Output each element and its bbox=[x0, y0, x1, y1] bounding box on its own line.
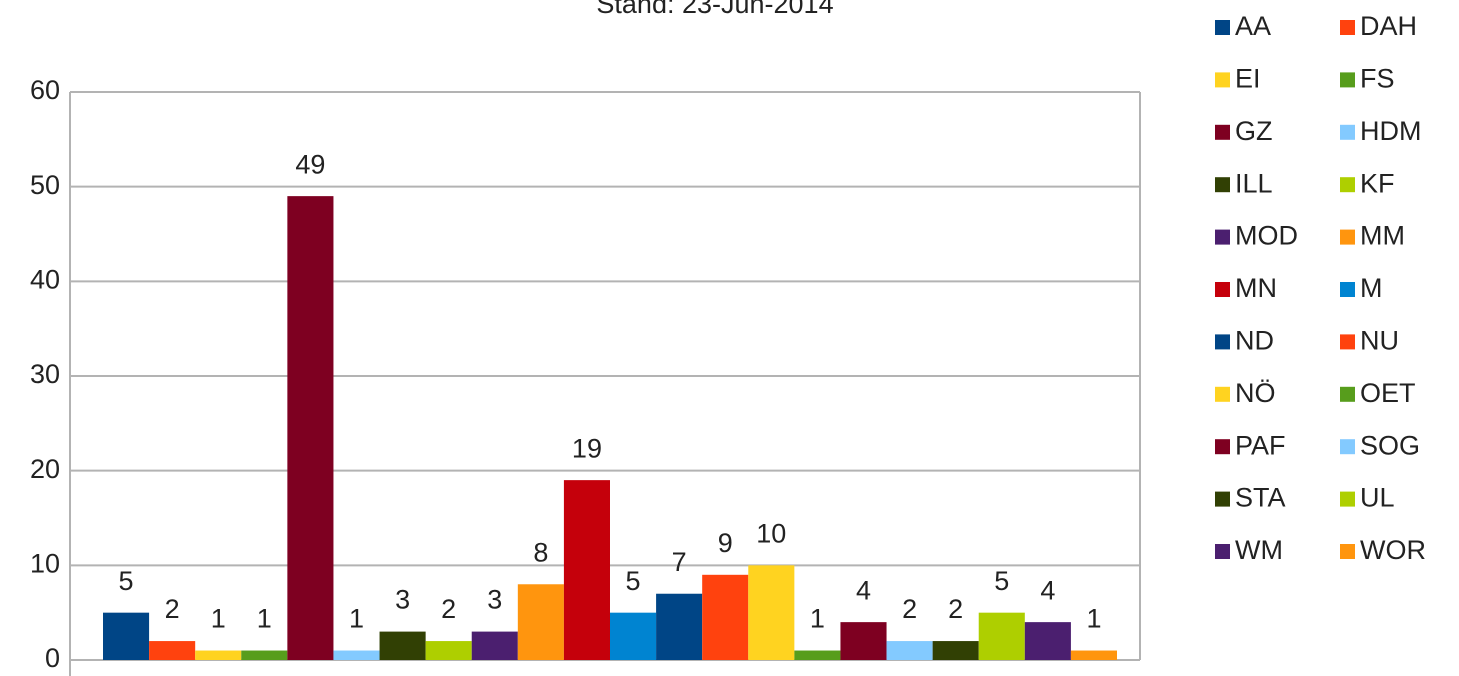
chart-title: Stand: 23-Jun-2014 bbox=[596, 0, 833, 19]
bar bbox=[425, 641, 472, 660]
legend-swatch bbox=[1340, 177, 1355, 193]
data-label: 5 bbox=[119, 566, 134, 596]
bar bbox=[702, 574, 749, 660]
data-label: 4 bbox=[1040, 575, 1055, 605]
y-tick-label: 40 bbox=[30, 264, 60, 294]
legend-swatch bbox=[1215, 20, 1230, 35]
data-label: 2 bbox=[948, 594, 963, 624]
legend-swatch bbox=[1340, 124, 1355, 140]
bar bbox=[103, 612, 150, 660]
legend-swatch bbox=[1215, 282, 1230, 297]
data-label: 1 bbox=[257, 604, 272, 634]
legend-swatch bbox=[1340, 386, 1355, 402]
legend-label: DAH bbox=[1360, 11, 1417, 41]
data-label: 3 bbox=[487, 585, 502, 615]
bar bbox=[1070, 650, 1117, 660]
data-label: 19 bbox=[572, 433, 602, 463]
legend-label: MM bbox=[1360, 221, 1405, 251]
legend-swatch bbox=[1340, 229, 1355, 245]
data-label: 49 bbox=[295, 149, 325, 179]
legend-swatch bbox=[1215, 439, 1230, 455]
legend-swatch bbox=[1215, 177, 1230, 193]
bar bbox=[333, 650, 380, 660]
legend-label: SOG bbox=[1360, 430, 1420, 460]
legend-label: UL bbox=[1360, 483, 1395, 513]
bar bbox=[517, 584, 564, 660]
legend-label: NÖ bbox=[1235, 378, 1276, 408]
bar bbox=[287, 196, 334, 660]
data-label: 9 bbox=[718, 528, 733, 558]
data-label: 1 bbox=[211, 604, 226, 634]
bar bbox=[471, 631, 518, 660]
data-label: 2 bbox=[441, 594, 456, 624]
y-tick-label: 50 bbox=[30, 170, 60, 200]
legend-label: KF bbox=[1360, 168, 1395, 198]
data-label: 5 bbox=[994, 566, 1009, 596]
legend-label: MOD bbox=[1235, 221, 1298, 251]
data-label: 1 bbox=[810, 604, 825, 634]
data-label: 8 bbox=[533, 537, 548, 567]
legend-label: STA bbox=[1235, 483, 1286, 513]
legend-label: FS bbox=[1360, 64, 1395, 94]
legend-swatch bbox=[1340, 282, 1355, 297]
legend-label: MN bbox=[1235, 273, 1277, 303]
legend-swatch bbox=[1340, 491, 1355, 507]
data-label: 1 bbox=[349, 604, 364, 634]
bar bbox=[886, 641, 933, 660]
legend-label: WOR bbox=[1360, 535, 1426, 565]
legend-label: ILL bbox=[1235, 168, 1273, 198]
bar bbox=[610, 612, 657, 660]
data-label: 3 bbox=[395, 585, 410, 615]
data-label: 5 bbox=[626, 566, 641, 596]
legend-swatch bbox=[1340, 72, 1355, 88]
legend-swatch bbox=[1215, 386, 1230, 402]
y-tick-label: 0 bbox=[45, 643, 60, 673]
legend-swatch bbox=[1340, 334, 1355, 350]
data-label: 10 bbox=[756, 518, 786, 548]
legend-swatch bbox=[1215, 124, 1230, 140]
bar bbox=[195, 650, 242, 660]
legend-swatch bbox=[1215, 229, 1230, 245]
y-tick-label: 20 bbox=[30, 454, 60, 484]
bar bbox=[379, 631, 426, 660]
y-tick-label: 10 bbox=[30, 548, 60, 578]
data-label: 2 bbox=[902, 594, 917, 624]
data-label: 4 bbox=[856, 575, 871, 605]
legend-label: NU bbox=[1360, 326, 1399, 356]
bar bbox=[978, 612, 1025, 660]
data-label: 7 bbox=[672, 547, 687, 577]
bar bbox=[656, 593, 703, 660]
bar bbox=[563, 480, 610, 660]
legend-label: GZ bbox=[1235, 116, 1273, 146]
legend-label: AA bbox=[1235, 11, 1271, 41]
legend-label: M bbox=[1360, 273, 1383, 303]
legend-swatch bbox=[1340, 439, 1355, 455]
legend-label: OET bbox=[1360, 378, 1416, 408]
legend-label: PAF bbox=[1235, 430, 1286, 460]
legend-swatch bbox=[1215, 491, 1230, 507]
legend-swatch bbox=[1215, 544, 1230, 559]
legend-label: ND bbox=[1235, 326, 1274, 356]
legend-swatch bbox=[1215, 72, 1230, 88]
legend-label: HDM bbox=[1360, 116, 1422, 146]
legend-swatch bbox=[1340, 20, 1355, 35]
bar bbox=[794, 650, 841, 660]
bar bbox=[748, 565, 795, 660]
legend-swatch bbox=[1340, 544, 1355, 559]
bar bbox=[241, 650, 288, 660]
legend-label: EI bbox=[1235, 64, 1261, 94]
data-label: 1 bbox=[1086, 604, 1101, 634]
bar bbox=[1024, 622, 1071, 660]
bar bbox=[932, 641, 979, 660]
y-tick-label: 30 bbox=[30, 359, 60, 389]
bar bbox=[149, 641, 196, 660]
legend-swatch bbox=[1215, 334, 1230, 350]
data-label: 2 bbox=[165, 594, 180, 624]
bar bbox=[840, 622, 887, 660]
y-tick-label: 60 bbox=[30, 75, 60, 105]
legend-label: WM bbox=[1235, 535, 1283, 565]
